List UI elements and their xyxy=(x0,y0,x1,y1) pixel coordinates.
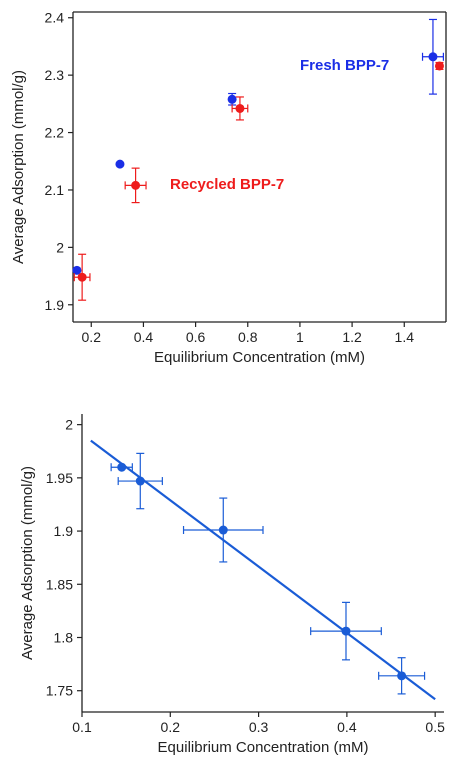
data-point xyxy=(77,272,87,282)
y-tick-label: 1.8 xyxy=(54,630,74,646)
y-tick-label: 1.9 xyxy=(45,297,65,313)
series-label: Fresh BPP-7 xyxy=(300,57,389,74)
y-tick-label: 2.1 xyxy=(45,182,65,198)
chart-adsorption-linear-fit: 0.1 0.2 0.3 0.4 0.5 1.75 1.8 1.85 1.9 1.95 2 Equili… xyxy=(19,414,445,756)
x-tick-label: 0.6 xyxy=(186,329,206,345)
data-point xyxy=(135,476,145,486)
data-point xyxy=(227,94,237,104)
x-tick-label: 0.4 xyxy=(337,719,357,735)
x-tick-label: 1.4 xyxy=(395,329,415,345)
x-tick-label: 1 xyxy=(296,329,304,345)
y-tick-label: 2 xyxy=(56,239,64,255)
y-tick-label: 1.9 xyxy=(54,523,74,539)
x-tick-label: 1.2 xyxy=(342,329,362,345)
y-tick-label: 2 xyxy=(65,417,73,433)
y-tick-label: 1.75 xyxy=(46,683,73,699)
y-axis-title: Average Adsorption (mmol/g) xyxy=(19,466,36,660)
fit-line xyxy=(90,439,436,701)
x-tick-label: 0.1 xyxy=(72,719,92,735)
y-tick-label: 1.95 xyxy=(46,470,73,486)
data-point xyxy=(341,626,351,636)
x-tick-label: 0.3 xyxy=(249,719,269,735)
x-axis-title: Equilibrium Concentration (mM) xyxy=(158,739,369,756)
series-1 xyxy=(73,61,444,301)
x-tick-label: 0.8 xyxy=(238,329,258,345)
data-point xyxy=(117,462,127,472)
data-point xyxy=(434,61,444,71)
x-tick-label: 0.2 xyxy=(161,719,181,735)
y-tick-label: 2.2 xyxy=(45,125,65,141)
data-point xyxy=(397,671,407,681)
data-point xyxy=(72,265,82,275)
x-tick-label: 0.4 xyxy=(134,329,154,345)
data-point xyxy=(218,525,228,535)
x-tick-label: 0.5 xyxy=(425,719,445,735)
series-0 xyxy=(110,452,426,695)
data-point xyxy=(131,180,141,190)
x-tick-label: 0.2 xyxy=(82,329,102,345)
data-point xyxy=(115,159,125,169)
chart-adsorption-fresh-vs-recycled: 0.2 0.4 0.6 0.8 1 1.2 1.4 1.9 2 2.1 2.2 2.3 2.4 Equil… xyxy=(10,10,447,366)
data-point xyxy=(235,103,245,113)
series-label: Recycled BPP-7 xyxy=(170,176,284,193)
data-point xyxy=(428,52,438,62)
x-axis-title: Equilibrium Concentration (mM) xyxy=(154,349,365,366)
y-tick-label: 2.3 xyxy=(45,67,65,83)
y-tick-label: 2.4 xyxy=(45,10,65,26)
y-tick-label: 1.85 xyxy=(46,576,73,592)
y-axis-title: Average Adsorption (mmol/g) xyxy=(10,70,27,264)
